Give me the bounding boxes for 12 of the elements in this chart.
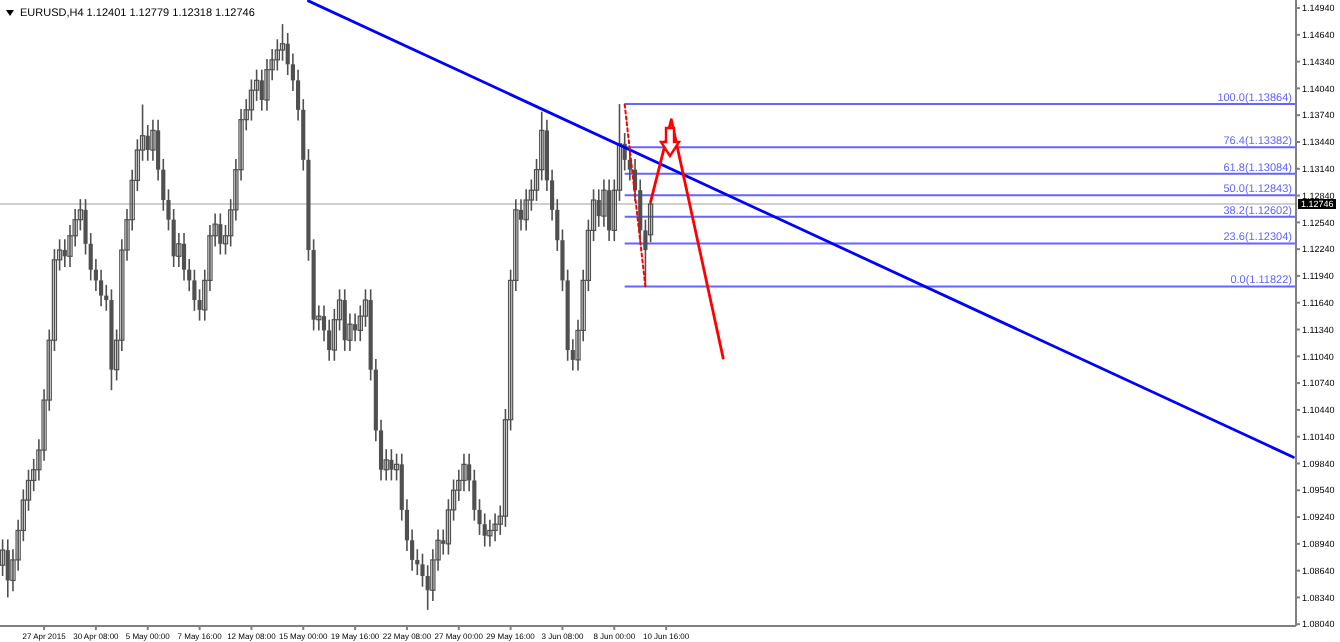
- candlestick: [487, 518, 493, 548]
- candlestick: [445, 498, 452, 556]
- candlestick: [5, 538, 10, 599]
- candlestick: [357, 304, 363, 342]
- candlestick: [342, 288, 347, 352]
- candlestick: [389, 448, 394, 482]
- candlestick: [607, 178, 612, 242]
- candlestick: [248, 78, 255, 122]
- candlestick: [647, 200, 654, 243]
- candlestick: [523, 188, 529, 232]
- candlestick: [218, 212, 223, 256]
- candlestick: [492, 512, 498, 542]
